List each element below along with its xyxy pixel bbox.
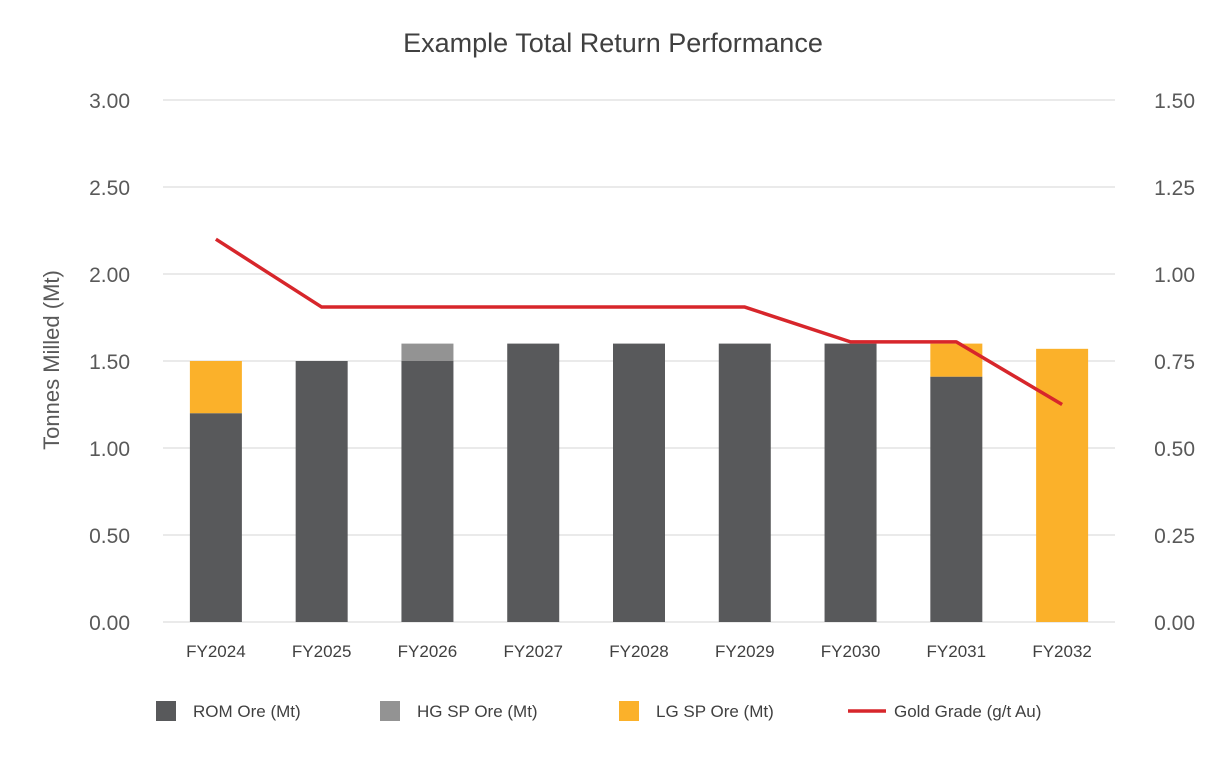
y2-tick-label: 0.50 [1154, 438, 1195, 461]
bar-segment [401, 361, 454, 622]
bar-segment [930, 376, 983, 622]
gold-grade-line-group [214, 237, 1064, 407]
y2-tick-label: 1.50 [1154, 90, 1195, 113]
bar-segment [189, 361, 242, 414]
legend-label: Gold Grade (g/t Au) [894, 702, 1041, 721]
y2-tick-label: 0.75 [1154, 351, 1195, 374]
legend-label: ROM Ore (Mt) [193, 702, 301, 721]
x-tick-label: FY2031 [927, 642, 987, 661]
y-tick-label: 2.50 [89, 177, 130, 200]
x-tick-label: FY2027 [503, 642, 563, 661]
y-tick-label: 0.00 [89, 612, 130, 635]
y-tick-label: 1.50 [89, 351, 130, 374]
y-tick-label: 0.50 [89, 525, 130, 548]
bar-segment [824, 343, 877, 622]
bar-segment [718, 343, 771, 622]
bar-segment [295, 361, 348, 622]
y-tick-label: 2.00 [89, 264, 130, 287]
bar-segment [189, 413, 242, 622]
y-axis-label: Tonnes Milled (Mt) [39, 270, 64, 450]
legend-label: HG SP Ore (Mt) [417, 702, 538, 721]
chart-title: Example Total Return Performance [403, 28, 823, 58]
x-tick-label: FY2026 [398, 642, 458, 661]
x-tick-label: FY2024 [186, 642, 246, 661]
x-tick-label: FY2032 [1032, 642, 1092, 661]
bar-segment [1036, 348, 1089, 622]
bar-segment [930, 343, 983, 377]
bar-segment [401, 343, 454, 361]
legend-label: LG SP Ore (Mt) [656, 702, 774, 721]
legend-swatch [156, 701, 176, 721]
y2-tick-label: 0.00 [1154, 612, 1195, 635]
bar-segment [507, 343, 560, 622]
gold-grade-line [214, 237, 1064, 407]
y2-tick-label: 1.25 [1154, 177, 1195, 200]
legend-swatch [619, 701, 639, 721]
y-tick-label: 3.00 [89, 90, 130, 113]
y-tick-label: 1.00 [89, 438, 130, 461]
y2-tick-label: 1.00 [1154, 264, 1195, 287]
x-tick-label: FY2030 [821, 642, 881, 661]
x-tick-label: FY2029 [715, 642, 775, 661]
y2-axis-ticks: 0.00 0.25 0.50 0.75 1.00 1.25 1.50 [1154, 90, 1195, 635]
x-tick-label: FY2028 [609, 642, 669, 661]
x-tick-label: FY2025 [292, 642, 352, 661]
legend-swatch [380, 701, 400, 721]
bars [189, 343, 1089, 622]
y2-tick-label: 0.25 [1154, 525, 1195, 548]
legend: ROM Ore (Mt) HG SP Ore (Mt) LG SP Ore (Mt)… [156, 701, 1041, 721]
x-axis-ticks: FY2024 FY2025 FY2026 FY2027 FY2028 FY2029 FY20… [186, 642, 1092, 661]
bar-segment [613, 343, 665, 622]
y-axis-ticks: 0.00 0.50 1.00 1.50 2.00 2.50 3.00 [89, 90, 130, 635]
